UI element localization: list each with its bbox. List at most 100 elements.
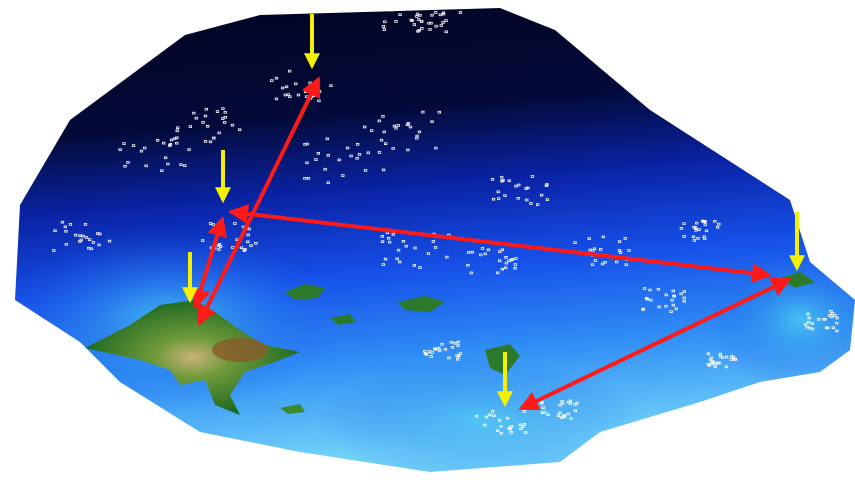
settlement-point bbox=[406, 122, 411, 125]
settlement-point bbox=[98, 232, 102, 236]
settlement-point bbox=[64, 229, 68, 233]
settlement-point bbox=[382, 130, 386, 134]
green-patch bbox=[330, 314, 356, 325]
settlement-point bbox=[444, 30, 448, 34]
settlement-point bbox=[391, 147, 395, 150]
green-patch bbox=[398, 296, 445, 312]
settlement-point bbox=[540, 193, 544, 197]
settlement-point bbox=[522, 422, 527, 426]
settlement-point bbox=[522, 410, 526, 413]
settlement-point bbox=[78, 240, 82, 243]
settlement-point bbox=[505, 416, 510, 420]
settlement-point bbox=[507, 179, 511, 183]
settlement-point bbox=[484, 415, 489, 419]
settlement-point bbox=[175, 141, 179, 145]
settlement-point bbox=[355, 156, 359, 160]
settlement-point bbox=[545, 183, 549, 186]
settlement-point bbox=[559, 416, 564, 419]
settlement-point bbox=[377, 119, 381, 123]
green-patch bbox=[780, 272, 815, 288]
settlement-point bbox=[339, 8, 344, 12]
settlement-point bbox=[175, 136, 179, 140]
settlement-point bbox=[362, 125, 367, 129]
settlement-point bbox=[807, 316, 811, 320]
settlement-point bbox=[806, 320, 811, 324]
settlement-point bbox=[456, 340, 460, 344]
settlement-point bbox=[160, 169, 164, 173]
settlement-point bbox=[458, 352, 463, 355]
settlement-point bbox=[417, 130, 422, 134]
settlement-point bbox=[826, 326, 830, 330]
settlement-point bbox=[416, 0, 419, 1]
settlement-point bbox=[398, 5, 401, 7]
settlement-point bbox=[363, 169, 368, 172]
location-markers bbox=[182, 14, 805, 408]
settlement-point bbox=[84, 236, 89, 239]
settlement-point bbox=[194, 116, 198, 120]
settlement-point bbox=[418, 13, 422, 17]
settlement-point bbox=[393, 1, 396, 3]
settlement-point bbox=[349, 154, 353, 158]
settlement-point bbox=[429, 355, 434, 358]
settlement-point bbox=[453, 341, 457, 345]
settlement-point bbox=[518, 423, 523, 427]
settlement-point bbox=[492, 414, 496, 417]
settlement-point bbox=[394, 126, 398, 130]
settlement-point bbox=[440, 342, 444, 346]
settlement-point bbox=[323, 167, 327, 171]
settlement-point bbox=[543, 411, 547, 414]
settlement-point bbox=[827, 314, 832, 317]
settlement-point bbox=[64, 242, 68, 246]
settlement-point bbox=[835, 321, 839, 325]
settlement-point bbox=[382, 28, 387, 31]
settlement-point bbox=[421, 110, 425, 114]
settlement-point bbox=[427, 21, 431, 25]
settlement-point bbox=[175, 129, 179, 133]
settlement-point bbox=[379, 138, 384, 142]
settlement-point bbox=[78, 234, 82, 238]
settlement-point bbox=[496, 190, 500, 194]
settlement-point bbox=[429, 21, 433, 25]
settlement-point bbox=[447, 356, 451, 360]
settlement-point bbox=[503, 194, 507, 197]
settlement-point bbox=[434, 146, 438, 150]
settlement-point bbox=[835, 329, 839, 333]
settlement-point bbox=[381, 25, 386, 28]
settlement-point bbox=[830, 315, 834, 319]
settlement-point bbox=[806, 312, 810, 316]
settlement-point bbox=[68, 223, 73, 226]
settlement-point bbox=[491, 197, 496, 201]
settlement-point bbox=[139, 149, 144, 153]
settlement-point bbox=[525, 198, 529, 202]
settlement-point bbox=[833, 314, 837, 317]
settlement-point bbox=[566, 412, 570, 416]
settlement-point bbox=[455, 357, 460, 361]
settlement-point bbox=[126, 161, 130, 164]
settlement-point bbox=[63, 225, 67, 229]
settlement-point bbox=[438, 349, 442, 353]
settlement-point bbox=[545, 198, 549, 201]
settlement-point bbox=[430, 120, 434, 124]
settlement-point bbox=[176, 126, 180, 130]
settlement-point bbox=[444, 19, 448, 22]
green-patch bbox=[280, 404, 305, 414]
settlement-point bbox=[381, 115, 385, 118]
settlement-point bbox=[179, 163, 183, 167]
settlement-point bbox=[345, 146, 350, 150]
settlement-point bbox=[341, 174, 345, 177]
settlement-point bbox=[417, 18, 421, 21]
settlement-point bbox=[325, 137, 329, 141]
settlement-point bbox=[326, 153, 330, 157]
settlement-point bbox=[155, 138, 160, 142]
settlement-point bbox=[433, 348, 438, 351]
settlement-point bbox=[60, 220, 65, 224]
settlement-point bbox=[163, 156, 168, 160]
settlement-point bbox=[509, 425, 514, 428]
settlement-point bbox=[457, 354, 461, 358]
settlement-point bbox=[81, 234, 85, 238]
settlement-point bbox=[441, 21, 445, 24]
settlement-point bbox=[408, 125, 413, 129]
settlement-point bbox=[415, 15, 419, 18]
